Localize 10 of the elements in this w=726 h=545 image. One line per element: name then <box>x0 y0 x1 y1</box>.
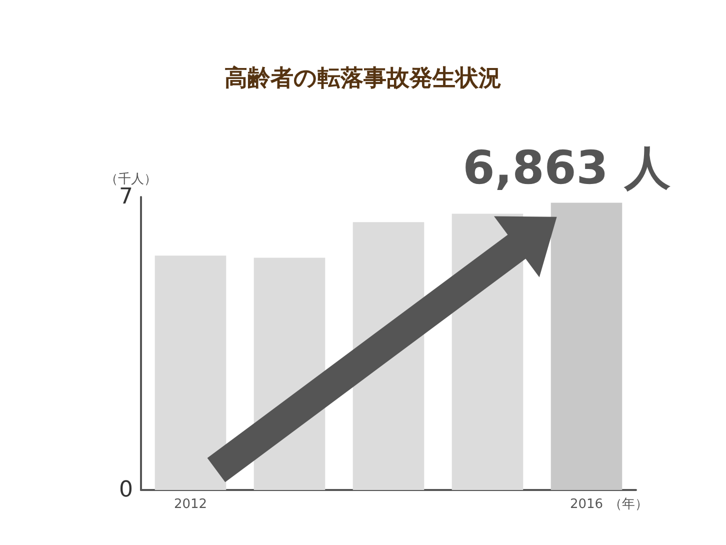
x-tick-label: 2012 <box>174 497 208 512</box>
x-axis-title: （年） <box>608 497 648 512</box>
annotation: 6,863 人 <box>462 140 670 195</box>
y-tick-label: 0 <box>119 478 133 502</box>
chart-title: 高齢者の転落事故発生状況 <box>224 64 502 92</box>
y-axis-title: （千人） <box>105 172 157 188</box>
bar <box>154 256 226 490</box>
x-tick-label: 2016 <box>570 497 604 512</box>
bar <box>550 202 622 490</box>
y-tick-label: 7 <box>119 184 133 210</box>
